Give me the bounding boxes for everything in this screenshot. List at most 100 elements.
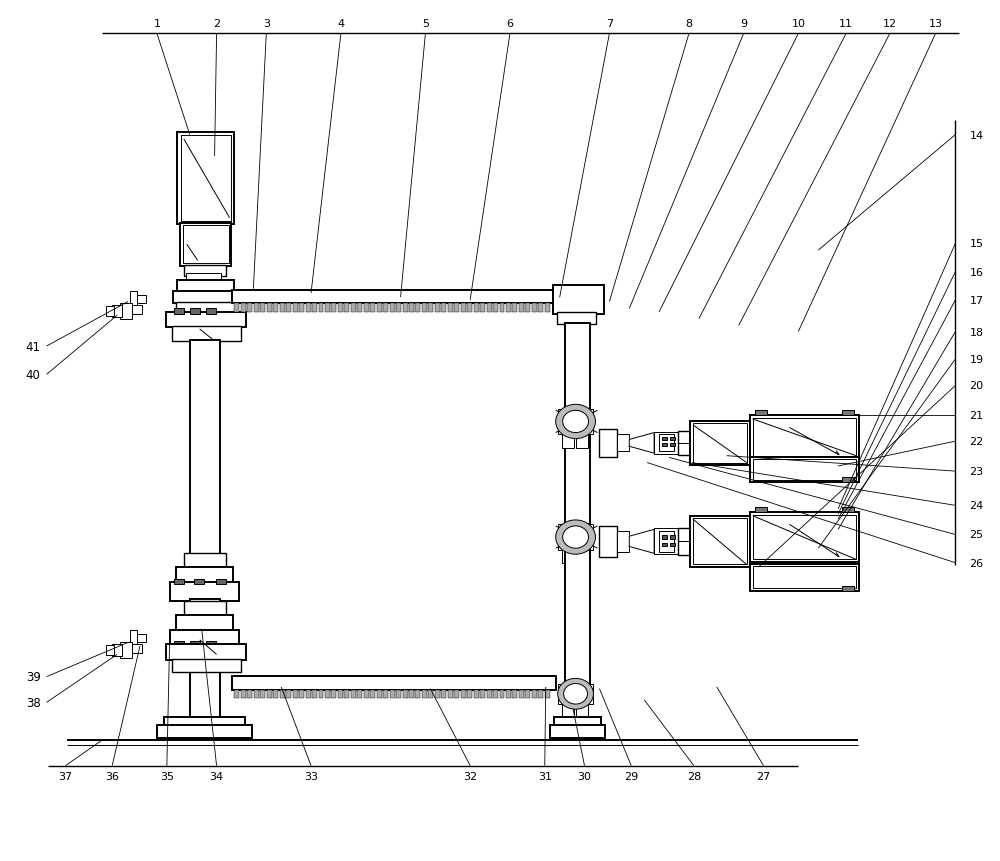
Bar: [500, 690, 504, 698]
Bar: [180, 224, 231, 266]
Text: 37: 37: [58, 771, 72, 781]
Bar: [461, 304, 466, 313]
Text: 19: 19: [969, 355, 984, 364]
Bar: [312, 690, 317, 698]
Text: 5: 5: [422, 19, 429, 29]
Bar: [545, 304, 550, 313]
Bar: [338, 304, 343, 313]
Bar: [254, 690, 259, 698]
Bar: [755, 411, 767, 416]
Bar: [190, 341, 220, 554]
Bar: [241, 304, 246, 313]
Bar: [286, 690, 291, 698]
Bar: [662, 443, 667, 447]
Circle shape: [564, 684, 588, 704]
Bar: [506, 304, 511, 313]
Bar: [176, 567, 233, 585]
Bar: [306, 690, 311, 698]
Bar: [357, 304, 362, 313]
Bar: [506, 690, 511, 698]
Bar: [260, 304, 265, 313]
Bar: [190, 641, 200, 646]
Text: 32: 32: [463, 771, 477, 781]
Bar: [184, 554, 226, 569]
Text: 4: 4: [337, 19, 344, 29]
Bar: [164, 717, 245, 728]
Text: 16: 16: [969, 267, 983, 277]
Text: 41: 41: [26, 340, 41, 353]
Bar: [538, 690, 543, 698]
Bar: [176, 303, 237, 314]
Text: 3: 3: [263, 19, 270, 29]
Bar: [260, 690, 265, 698]
Bar: [662, 543, 667, 547]
Bar: [344, 690, 349, 698]
Bar: [319, 304, 323, 313]
Bar: [474, 304, 479, 313]
Bar: [106, 645, 114, 655]
Text: 38: 38: [26, 696, 41, 709]
Bar: [174, 309, 184, 314]
Bar: [467, 690, 472, 698]
Bar: [377, 304, 382, 313]
Bar: [299, 304, 304, 313]
Bar: [247, 304, 252, 313]
Bar: [565, 524, 590, 691]
Text: 29: 29: [624, 771, 638, 781]
Bar: [493, 304, 498, 313]
Bar: [124, 644, 142, 653]
Bar: [120, 304, 132, 319]
Bar: [106, 307, 114, 317]
Bar: [124, 306, 142, 314]
Bar: [351, 304, 356, 313]
Bar: [232, 290, 556, 304]
Text: 23: 23: [969, 467, 984, 476]
Bar: [247, 690, 252, 698]
Bar: [670, 443, 675, 447]
Bar: [134, 634, 146, 642]
Text: 30: 30: [578, 771, 592, 781]
Bar: [576, 549, 588, 563]
Text: 13: 13: [929, 19, 943, 29]
Bar: [538, 304, 543, 313]
Bar: [558, 524, 593, 550]
Bar: [331, 690, 336, 698]
Bar: [325, 304, 330, 313]
Bar: [174, 579, 184, 585]
Text: 17: 17: [969, 295, 984, 306]
Bar: [654, 432, 679, 455]
Bar: [173, 292, 238, 304]
Bar: [750, 416, 859, 459]
Bar: [206, 309, 216, 314]
Bar: [519, 304, 524, 313]
Bar: [184, 602, 226, 617]
Bar: [232, 676, 556, 690]
Bar: [338, 690, 343, 698]
Text: 14: 14: [969, 130, 984, 140]
Bar: [428, 304, 433, 313]
Circle shape: [558, 678, 593, 709]
Bar: [390, 304, 395, 313]
Bar: [693, 518, 747, 565]
Bar: [409, 304, 414, 313]
Bar: [364, 304, 369, 313]
Bar: [532, 304, 537, 313]
Bar: [172, 327, 241, 342]
Bar: [435, 690, 440, 698]
Circle shape: [563, 526, 589, 548]
Bar: [558, 684, 593, 704]
Polygon shape: [629, 530, 654, 554]
Text: 25: 25: [969, 530, 984, 540]
Bar: [670, 437, 675, 441]
Bar: [190, 309, 200, 314]
Bar: [753, 567, 856, 589]
Text: 8: 8: [685, 19, 693, 29]
Bar: [267, 690, 272, 698]
Bar: [422, 690, 427, 698]
Bar: [273, 690, 278, 698]
Circle shape: [556, 405, 595, 439]
Bar: [678, 528, 690, 555]
Bar: [286, 304, 291, 313]
Bar: [599, 430, 617, 457]
Bar: [755, 507, 767, 512]
